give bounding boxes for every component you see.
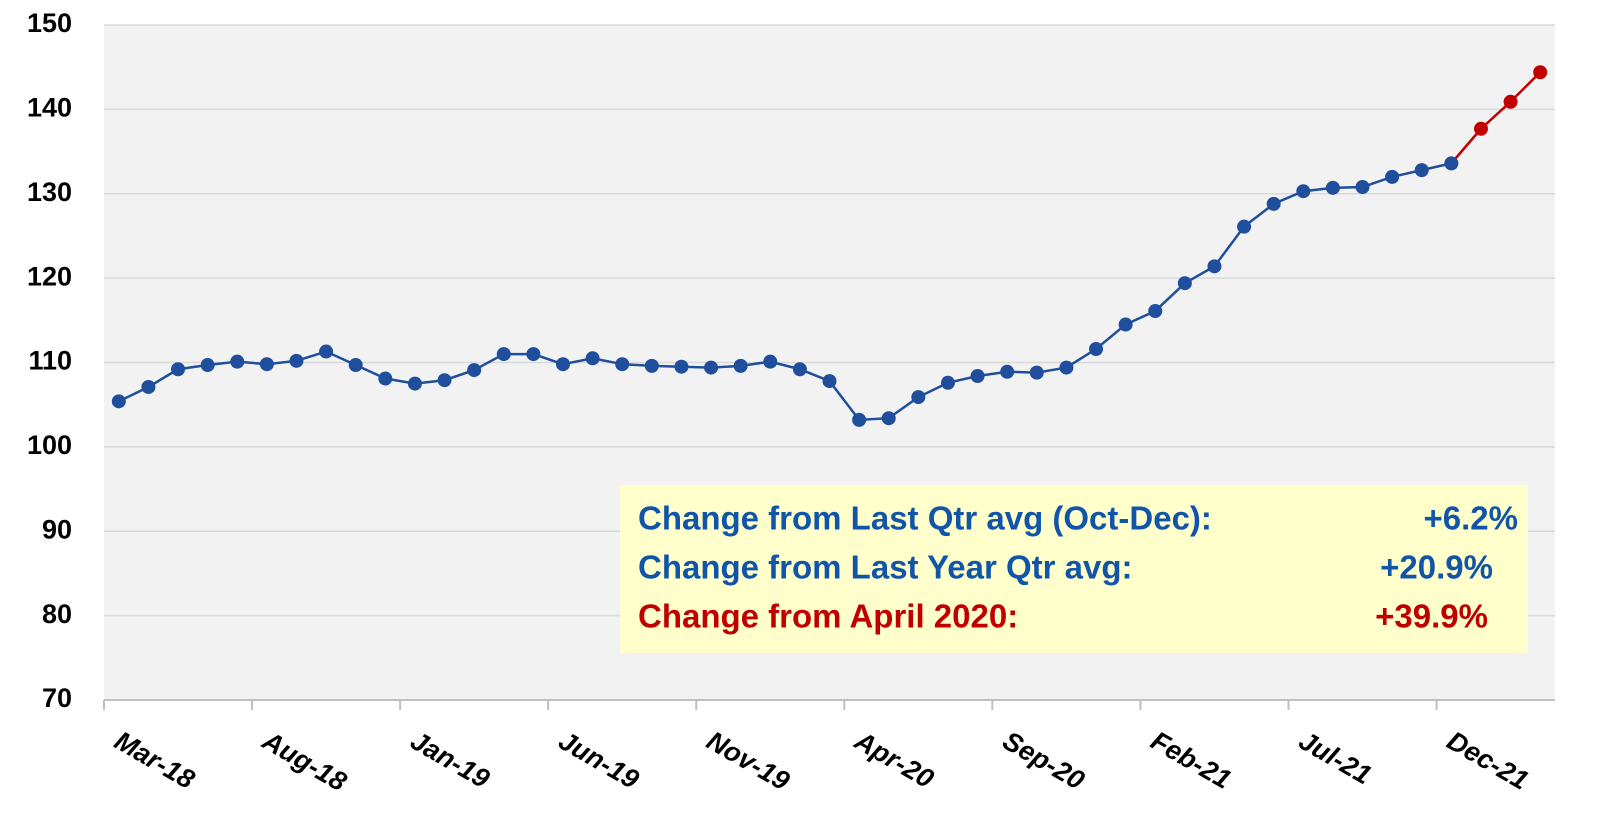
data-point xyxy=(171,362,186,377)
x-tick-label: Aug-18 xyxy=(257,725,352,797)
data-point xyxy=(585,351,600,366)
data-point xyxy=(496,347,511,362)
data-point xyxy=(141,379,156,394)
data-point xyxy=(1473,121,1488,136)
data-point xyxy=(674,359,689,374)
data-point xyxy=(1414,163,1429,178)
data-point xyxy=(733,358,748,373)
data-point xyxy=(555,357,570,372)
data-point xyxy=(792,362,807,377)
x-tick-label: Mar-18 xyxy=(109,725,199,795)
annotation-value: +39.9% xyxy=(1375,598,1488,635)
data-point xyxy=(1029,365,1044,380)
data-point xyxy=(644,358,659,373)
annotation-value: +6.2% xyxy=(1424,500,1519,537)
y-tick-label: 80 xyxy=(42,599,72,629)
x-tick-label: Nov-19 xyxy=(702,725,795,796)
y-tick-label: 110 xyxy=(28,346,72,376)
data-point xyxy=(704,360,719,375)
data-point xyxy=(1237,219,1252,234)
data-point xyxy=(259,357,274,372)
data-point xyxy=(1207,259,1222,274)
data-point xyxy=(1000,364,1015,379)
x-tick-label: Dec-21 xyxy=(1442,725,1534,795)
x-tick-label: Apr-20 xyxy=(849,725,939,794)
x-tick-label: Sep-20 xyxy=(998,725,1090,795)
data-point xyxy=(1118,317,1133,332)
data-point xyxy=(1355,180,1370,194)
y-tick-label: 90 xyxy=(42,514,72,544)
annotation-box xyxy=(620,485,1528,653)
y-tick-label: 140 xyxy=(27,93,72,123)
y-tick-label: 120 xyxy=(27,261,72,291)
data-point xyxy=(940,375,955,390)
series-line xyxy=(118,162,1452,422)
data-point xyxy=(911,390,926,405)
x-tick-label: Feb-21 xyxy=(1146,725,1236,794)
y-tick-label: 100 xyxy=(27,430,72,460)
y-tick-label: 150 xyxy=(27,8,72,38)
data-point xyxy=(111,394,126,409)
data-point xyxy=(1296,184,1311,199)
data-point xyxy=(348,358,363,373)
data-point xyxy=(1059,360,1074,375)
x-tick-label: Jan-19 xyxy=(406,725,495,794)
data-point xyxy=(881,411,896,426)
series-line xyxy=(1450,71,1542,165)
data-point xyxy=(319,344,334,359)
data-point xyxy=(1503,94,1518,109)
data-point xyxy=(289,353,304,368)
annotation-text: Change from Last Qtr avg (Oct-Dec): xyxy=(638,500,1212,537)
x-tick-label: Jul-21 xyxy=(1294,725,1377,790)
data-point xyxy=(1089,342,1104,356)
data-point xyxy=(1444,156,1459,171)
annotation-value: +20.9% xyxy=(1380,549,1493,586)
data-point xyxy=(1177,276,1192,291)
annotation-text: Change from April 2020: xyxy=(638,598,1018,635)
data-point xyxy=(200,358,215,373)
data-point xyxy=(526,347,541,362)
y-tick-label: 70 xyxy=(42,683,72,713)
data-point xyxy=(822,374,837,389)
y-tick-label: 130 xyxy=(27,177,72,207)
data-point xyxy=(407,376,422,391)
data-point xyxy=(230,354,245,369)
data-point xyxy=(378,371,393,386)
data-point xyxy=(1385,169,1400,184)
data-point xyxy=(970,369,985,383)
data-point xyxy=(437,373,452,388)
annotation-text: Change from Last Year Qtr avg: xyxy=(638,549,1133,586)
data-point xyxy=(467,363,482,378)
data-point xyxy=(763,354,778,369)
data-point xyxy=(1533,65,1548,80)
x-tick-label: Jun-19 xyxy=(554,725,644,794)
data-point xyxy=(615,357,630,372)
data-point xyxy=(1148,304,1163,319)
data-point xyxy=(852,412,867,427)
data-point xyxy=(1266,196,1281,211)
data-point xyxy=(1325,180,1340,195)
